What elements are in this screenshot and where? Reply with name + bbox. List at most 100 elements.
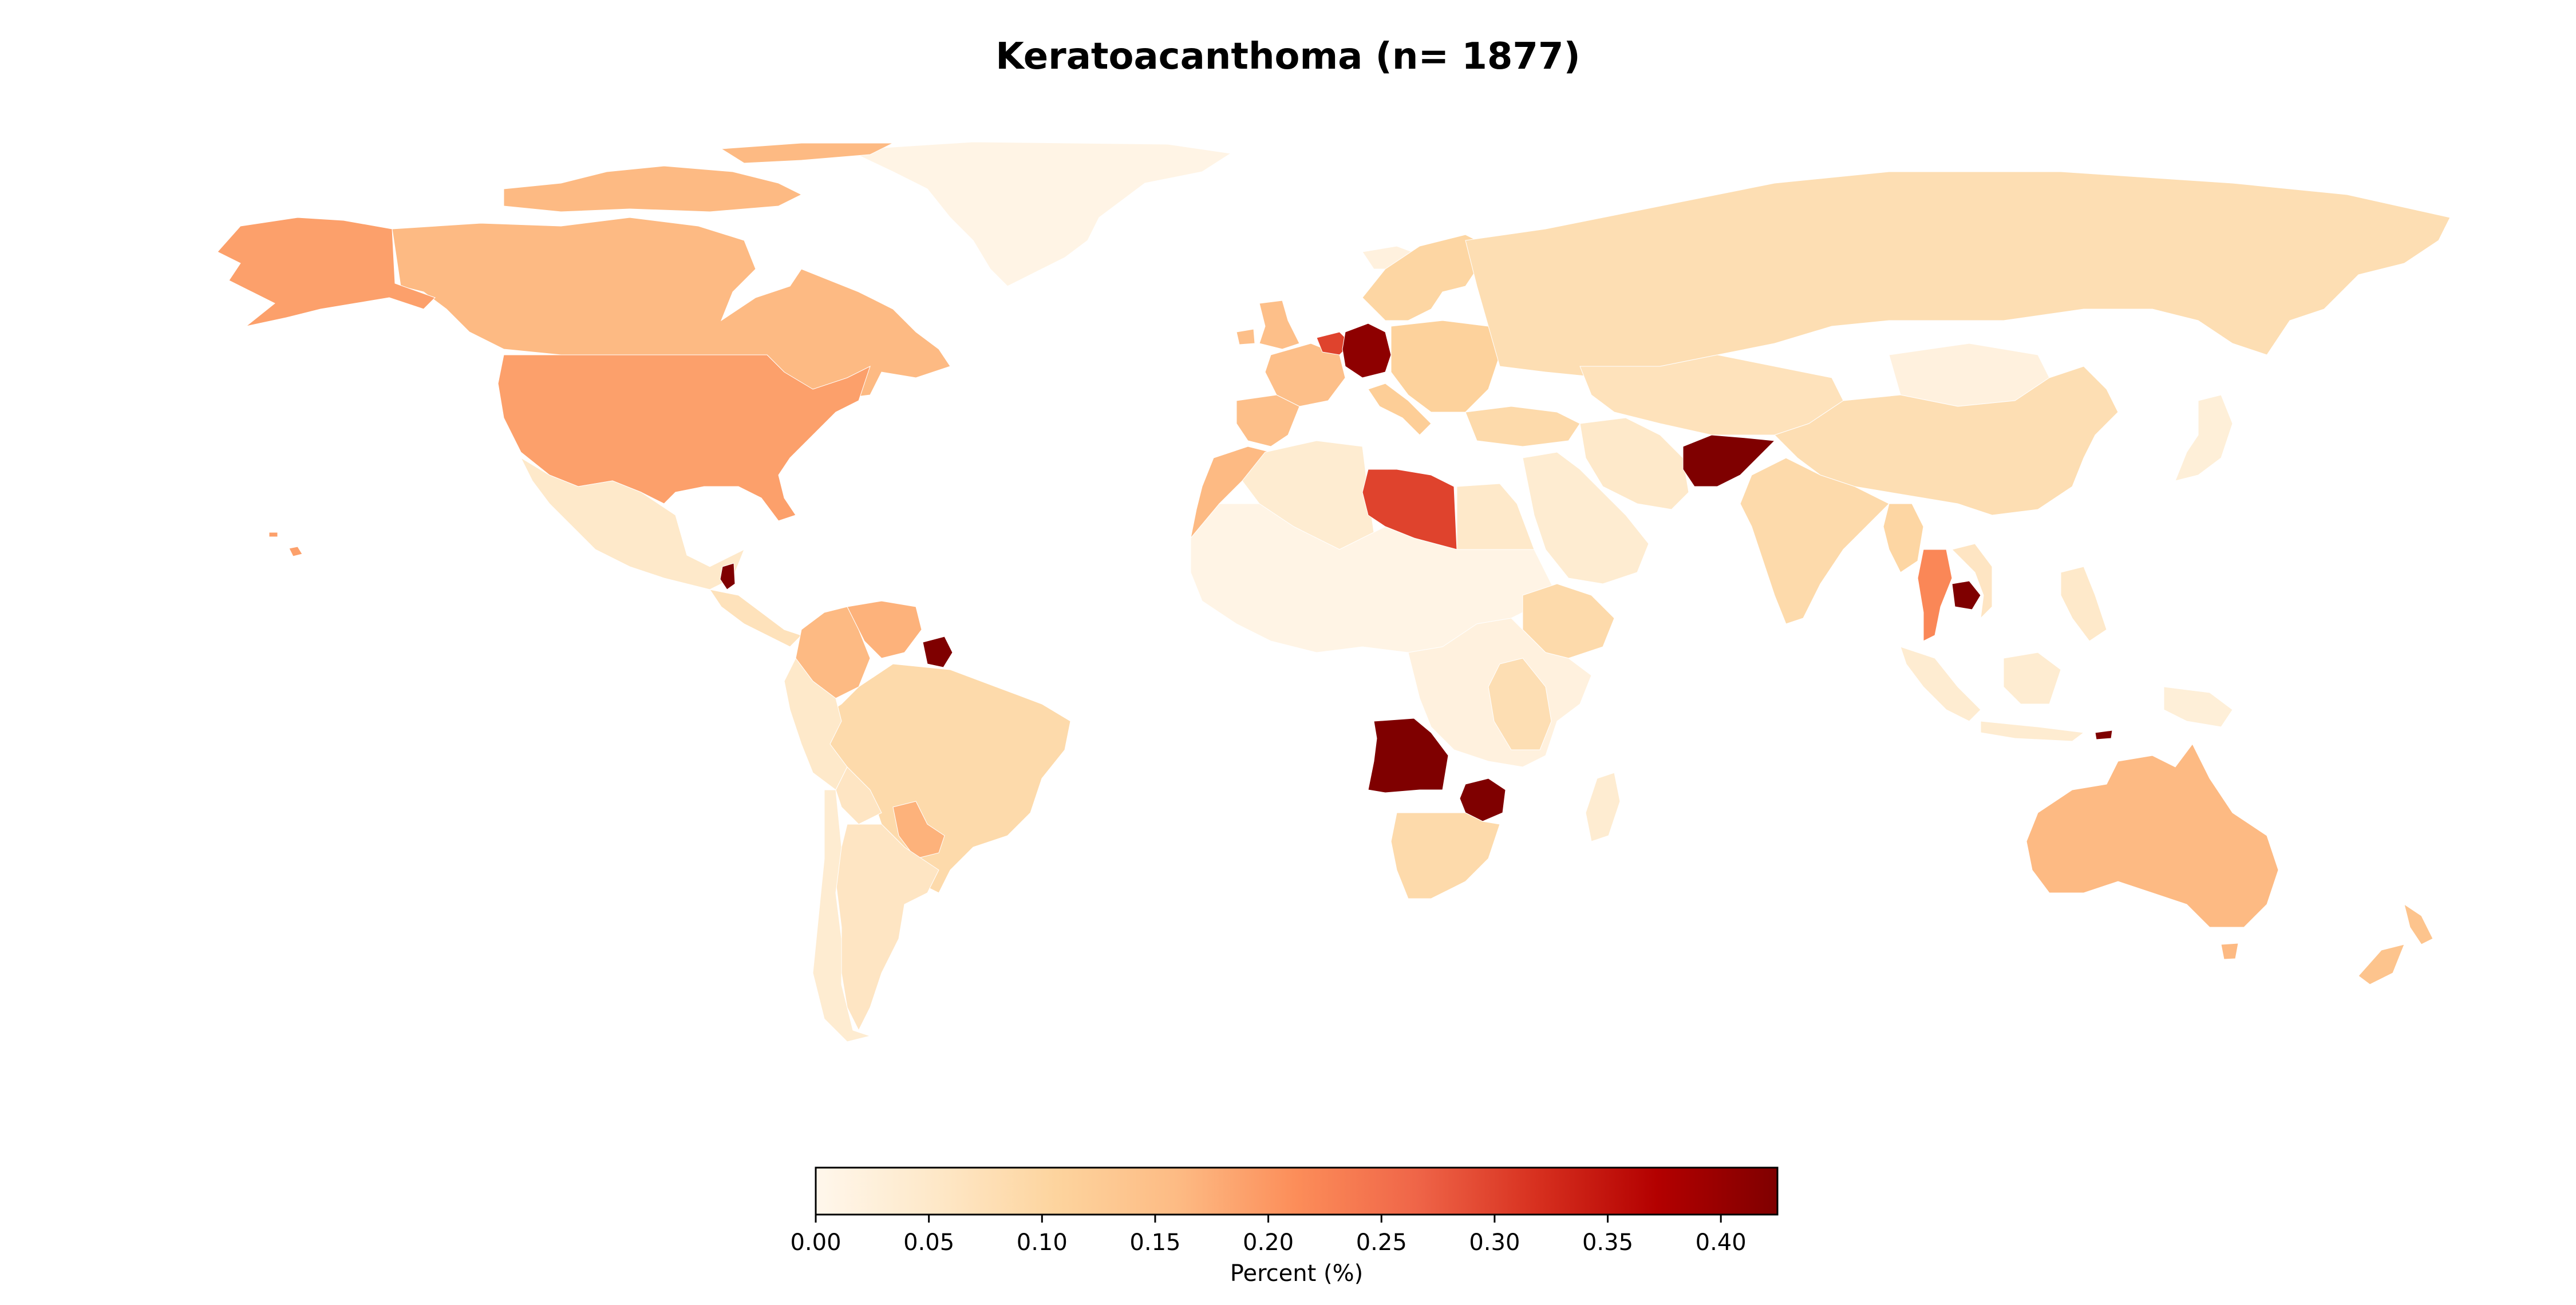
- region-uk: [1236, 329, 1255, 345]
- region-madagascar: [1585, 772, 1621, 842]
- region-hawaii: [289, 546, 303, 557]
- region-middle-east: [1522, 452, 1649, 584]
- region-scandinavia: [1362, 234, 1489, 321]
- alaska-region: [217, 217, 436, 327]
- region-greenland: [846, 141, 1232, 287]
- tanzania-region: [1488, 658, 1552, 750]
- australia-region: [2026, 744, 2279, 960]
- png-region: [2163, 686, 2233, 727]
- region-eastern-europe: [1390, 320, 1500, 413]
- philippines-region: [2060, 566, 2107, 642]
- germany-region: [1342, 323, 1392, 378]
- region-suriname: [922, 636, 953, 668]
- region-chile: [812, 789, 871, 1042]
- angola-region: [1368, 718, 1449, 793]
- suriname-region: [922, 636, 953, 668]
- region-canada: [392, 217, 951, 401]
- colorbar-ticks: 0.00 0.05 0.10 0.15 0.20 0.25 0.30 0.35 0.40: [790, 1215, 1747, 1256]
- china-region: [1774, 366, 2119, 516]
- region-uk: [1259, 300, 1300, 350]
- colorbar-tick-label: 0.10: [1017, 1229, 1068, 1256]
- region-japan: [2175, 394, 2233, 481]
- india-region: [1740, 457, 1890, 624]
- region-tanzania: [1488, 658, 1552, 750]
- colorbar-bar: [815, 1166, 1779, 1216]
- timor-region: [2095, 730, 2113, 740]
- italy-region: [1368, 383, 1432, 436]
- eastern-europe-region: [1390, 320, 1500, 413]
- iberia-region: [1236, 394, 1300, 447]
- indonesia-region: [1900, 646, 2085, 742]
- region-iberia: [1236, 394, 1300, 447]
- middle-east-region: [1522, 452, 1649, 584]
- chart-title: Keratoacanthoma (n= 1877): [995, 35, 1581, 78]
- region-png: [2163, 686, 2233, 727]
- region-canada: [720, 143, 894, 164]
- uk-region: [1236, 300, 1300, 350]
- colorbar-tick-label: 0.25: [1356, 1229, 1407, 1256]
- turkey-region: [1465, 406, 1581, 447]
- region-timor: [2095, 730, 2113, 740]
- thailand-region: [1917, 549, 1953, 642]
- afghanistan-region: [1682, 434, 1776, 487]
- region-indonesia: [1980, 721, 2085, 742]
- colorbar-tick-label: 0.05: [903, 1229, 954, 1256]
- region-argentina: [835, 824, 939, 1031]
- region-myanmar: [1883, 503, 1924, 573]
- argentina-region: [835, 824, 939, 1031]
- region-central-america: [709, 589, 802, 647]
- hawaii-region: [268, 532, 303, 557]
- scandinavia-region: [1362, 234, 1489, 321]
- colorbar-tick-label: 0.40: [1696, 1229, 1747, 1256]
- south-africa-region: [1390, 812, 1500, 899]
- region-iran: [1579, 417, 1689, 510]
- colorbar-tick-label: 0.20: [1243, 1229, 1294, 1256]
- cambodia-region: [1951, 580, 1981, 610]
- madagascar-region: [1585, 772, 1621, 842]
- colorbar-tick-label: 0.15: [1129, 1229, 1180, 1256]
- region-hawaii: [268, 532, 278, 537]
- region-indonesia: [1900, 646, 1981, 722]
- region-zimbabwe: [1459, 778, 1506, 822]
- chile-region: [812, 789, 871, 1042]
- region-paraguay: [892, 801, 945, 859]
- region-vietnam: [1951, 543, 1993, 619]
- region-india: [1740, 457, 1890, 624]
- region-afghanistan: [1682, 434, 1776, 487]
- region-venezuela: [847, 600, 922, 659]
- egypt-region: [1456, 483, 1535, 550]
- venezuela-region: [847, 600, 922, 659]
- region-new-zealand: [2358, 944, 2405, 985]
- region-china: [1774, 366, 2119, 516]
- canada-region: [392, 143, 951, 401]
- colorbar-tick-label: 0.00: [790, 1229, 841, 1256]
- region-egypt: [1456, 483, 1535, 550]
- vietnam-region: [1951, 543, 1993, 619]
- region-thailand: [1917, 549, 1953, 642]
- colorbar-tick-label: 0.35: [1582, 1229, 1633, 1256]
- iran-region: [1579, 417, 1689, 510]
- central-america-region: [709, 589, 802, 647]
- region-turkey: [1465, 406, 1581, 447]
- region-italy: [1368, 383, 1432, 436]
- region-philippines: [2060, 566, 2107, 642]
- zimbabwe-region: [1459, 778, 1506, 822]
- region-south-africa: [1390, 812, 1500, 899]
- colorbar-label: Percent (%): [1230, 1260, 1363, 1287]
- region-angola: [1368, 718, 1449, 793]
- region-alaska: [217, 217, 436, 327]
- greenland-region: [846, 141, 1232, 287]
- region-guatemala: [720, 563, 736, 590]
- region-indonesia: [2003, 652, 2061, 705]
- new-zealand-region: [2358, 903, 2433, 985]
- japan-region: [2175, 394, 2233, 481]
- paraguay-region: [892, 801, 945, 859]
- region-canada: [503, 165, 803, 212]
- region-australia: [2221, 943, 2239, 960]
- region-australia: [2026, 744, 2279, 928]
- region-new-zealand: [2404, 903, 2433, 945]
- myanmar-region: [1883, 503, 1924, 573]
- region-germany: [1342, 323, 1392, 378]
